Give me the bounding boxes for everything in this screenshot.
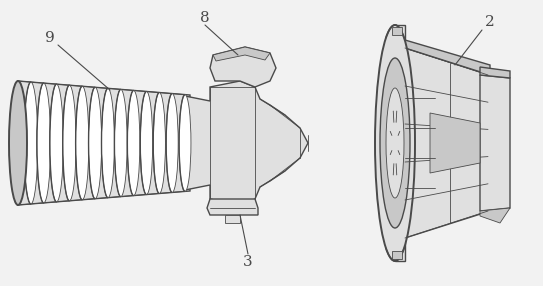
Ellipse shape bbox=[115, 90, 127, 196]
Text: 9: 9 bbox=[45, 31, 55, 45]
Polygon shape bbox=[185, 81, 308, 205]
Polygon shape bbox=[392, 27, 402, 35]
Polygon shape bbox=[405, 48, 490, 238]
Polygon shape bbox=[210, 47, 276, 87]
Ellipse shape bbox=[89, 87, 102, 199]
Text: 8: 8 bbox=[200, 11, 210, 25]
Polygon shape bbox=[405, 40, 490, 75]
Ellipse shape bbox=[102, 88, 115, 198]
Polygon shape bbox=[225, 215, 240, 223]
Ellipse shape bbox=[24, 82, 38, 204]
Polygon shape bbox=[430, 113, 480, 173]
Polygon shape bbox=[480, 75, 510, 211]
Polygon shape bbox=[18, 81, 190, 205]
Polygon shape bbox=[207, 199, 258, 215]
Ellipse shape bbox=[62, 85, 76, 201]
Ellipse shape bbox=[386, 88, 404, 198]
Polygon shape bbox=[392, 251, 402, 259]
Ellipse shape bbox=[380, 58, 410, 228]
Text: 2: 2 bbox=[485, 15, 495, 29]
Ellipse shape bbox=[140, 92, 153, 194]
Polygon shape bbox=[395, 25, 405, 261]
Ellipse shape bbox=[179, 95, 191, 191]
Ellipse shape bbox=[50, 84, 64, 202]
Ellipse shape bbox=[11, 81, 25, 205]
Polygon shape bbox=[480, 67, 510, 78]
Ellipse shape bbox=[128, 90, 140, 196]
Ellipse shape bbox=[37, 83, 50, 203]
Polygon shape bbox=[213, 47, 270, 61]
Ellipse shape bbox=[75, 86, 89, 200]
Ellipse shape bbox=[166, 94, 178, 192]
Ellipse shape bbox=[9, 81, 27, 205]
Ellipse shape bbox=[375, 25, 415, 261]
Text: 3: 3 bbox=[243, 255, 253, 269]
Ellipse shape bbox=[153, 93, 166, 193]
Polygon shape bbox=[480, 208, 510, 223]
